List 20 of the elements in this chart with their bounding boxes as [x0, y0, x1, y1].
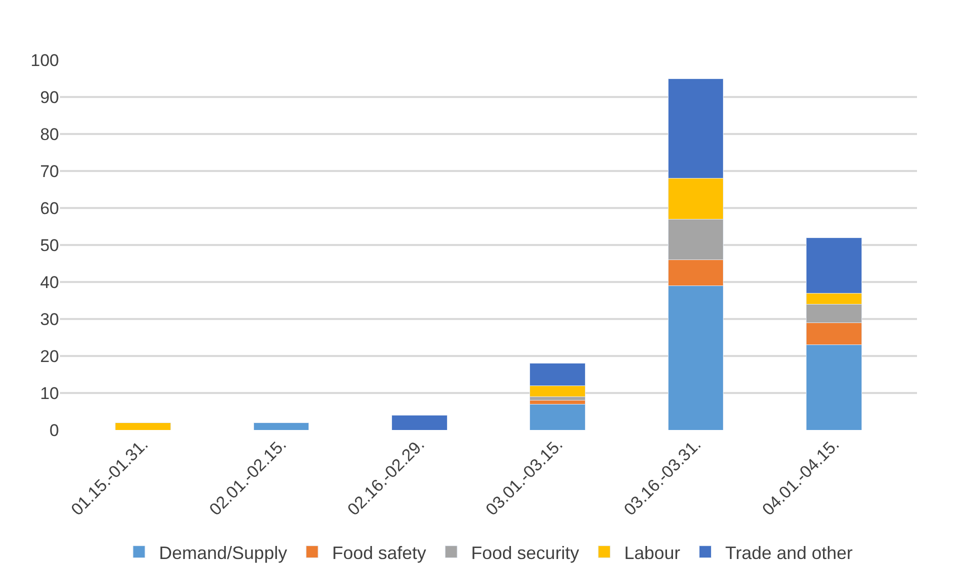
- bar: [253, 422, 310, 430]
- y-tick-label: 20: [40, 346, 59, 366]
- legend-label: Labour: [624, 542, 680, 563]
- y-tick-label: 70: [40, 162, 59, 181]
- bar: [530, 404, 586, 430]
- y-tick-label: 0: [50, 420, 59, 440]
- y-tick-label: 100: [30, 50, 59, 70]
- legend-label: Trade and other: [725, 542, 853, 563]
- y-tick-label: 40: [40, 272, 59, 292]
- legend-label: Demand/Supply: [159, 542, 288, 563]
- legend-label: Food safety: [332, 542, 426, 563]
- y-tick-label: 80: [40, 124, 59, 144]
- y-tick-label: 50: [40, 236, 59, 255]
- y-tick-label: 90: [40, 88, 59, 107]
- y-tick-label: 10: [40, 384, 59, 403]
- y-tick-label: 60: [40, 198, 59, 218]
- legend-label: Food security: [471, 542, 580, 563]
- bar: [115, 422, 171, 430]
- y-tick-label: 30: [40, 310, 59, 329]
- bar: [391, 414, 448, 430]
